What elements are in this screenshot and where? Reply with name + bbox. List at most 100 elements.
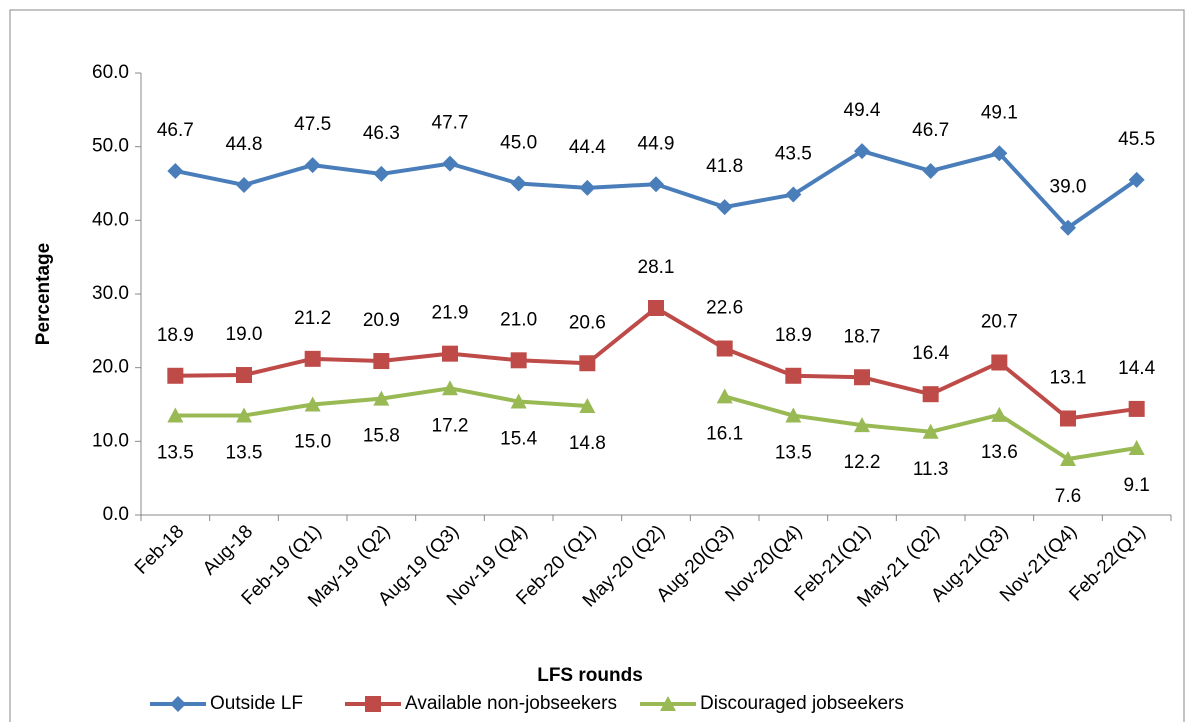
data-label: 21.0 xyxy=(500,309,537,330)
data-label: 41.8 xyxy=(706,156,743,177)
data-label: 16.1 xyxy=(706,423,743,444)
data-label: 28.1 xyxy=(638,257,675,278)
data-label: 20.7 xyxy=(981,312,1018,333)
data-label: 14.8 xyxy=(569,433,606,454)
y-tick-label: 20.0 xyxy=(92,357,129,378)
data-label: 39.0 xyxy=(1050,177,1087,198)
data-point xyxy=(922,162,939,179)
data-point xyxy=(373,353,390,370)
legend-label: Available non-jobseekers xyxy=(405,693,617,714)
data-point xyxy=(579,397,596,413)
data-label: 15.8 xyxy=(363,426,400,447)
chart-frame xyxy=(9,9,1185,727)
data-label: 18.9 xyxy=(775,325,812,346)
data-point xyxy=(510,393,527,409)
data-label: 11.3 xyxy=(913,459,949,480)
x-axis-title: LFS rounds xyxy=(537,665,643,686)
data-label: 18.9 xyxy=(157,325,194,346)
data-label: 49.1 xyxy=(981,102,1018,123)
data-point xyxy=(1060,219,1076,236)
data-label: 13.5 xyxy=(226,443,263,464)
data-point xyxy=(510,175,527,192)
data-point xyxy=(442,345,458,362)
data-point xyxy=(579,179,596,196)
data-point xyxy=(648,299,664,316)
legend-label: Discouraged jobseekers xyxy=(700,693,904,714)
data-point xyxy=(991,354,1008,371)
data-point xyxy=(442,155,458,172)
data-point xyxy=(1060,410,1076,427)
data-point xyxy=(1128,439,1145,455)
legend-label: Outside LF xyxy=(210,693,303,714)
data-point xyxy=(304,157,321,174)
data-label: 15.4 xyxy=(500,429,537,450)
data-point xyxy=(304,396,321,412)
data-label: 9.1 xyxy=(1123,475,1149,496)
data-point xyxy=(1128,400,1145,417)
y-axis-title: Percentage xyxy=(33,243,54,345)
data-label: 45.0 xyxy=(500,133,537,154)
data-point xyxy=(579,355,596,372)
data-point xyxy=(716,388,733,404)
data-label: 13.1 xyxy=(1050,368,1087,389)
data-point xyxy=(922,386,939,403)
data-label: 13.5 xyxy=(775,443,812,464)
data-point xyxy=(648,176,664,193)
data-label: 13.6 xyxy=(981,442,1018,463)
data-label: 21.9 xyxy=(432,303,469,324)
data-point xyxy=(442,380,458,396)
data-label: 14.4 xyxy=(1118,358,1155,379)
data-point xyxy=(167,407,184,423)
data-label: 21.2 xyxy=(294,308,331,329)
x-tick-label: Aug-18 xyxy=(199,521,257,579)
data-point xyxy=(510,352,527,369)
data-point xyxy=(785,367,802,384)
data-point xyxy=(854,143,870,160)
legend-marker xyxy=(660,696,676,711)
data-point xyxy=(922,423,939,439)
data-label: 46.7 xyxy=(912,120,949,141)
data-point xyxy=(716,340,733,357)
data-label: 13.5 xyxy=(157,443,194,464)
data-point xyxy=(373,390,390,406)
data-point xyxy=(1128,171,1145,188)
data-point xyxy=(167,367,184,384)
data-label: 17.2 xyxy=(432,415,469,436)
legend-marker xyxy=(365,696,381,712)
y-tick-label: 50.0 xyxy=(92,136,129,157)
data-label: 16.4 xyxy=(912,343,949,364)
data-point xyxy=(716,199,733,216)
data-label: 12.2 xyxy=(844,452,881,473)
data-label: 43.5 xyxy=(775,144,812,165)
legend-marker xyxy=(170,696,186,712)
data-label: 44.4 xyxy=(569,137,606,158)
data-label: 46.3 xyxy=(363,123,400,144)
y-tick-label: 0.0 xyxy=(103,504,129,525)
data-point xyxy=(304,350,321,367)
y-tick-label: 10.0 xyxy=(92,430,129,451)
data-point xyxy=(854,369,870,386)
data-point xyxy=(991,406,1008,422)
data-label: 20.9 xyxy=(363,310,400,331)
data-point xyxy=(991,145,1008,162)
data-label: 15.0 xyxy=(294,432,331,453)
data-label: 45.5 xyxy=(1118,129,1155,150)
data-point xyxy=(1060,451,1076,467)
data-label: 46.7 xyxy=(157,120,194,141)
data-point xyxy=(236,176,252,193)
data-label: 20.6 xyxy=(569,312,606,333)
data-label: 19.0 xyxy=(226,324,263,345)
data-point xyxy=(167,162,184,179)
data-label: 18.7 xyxy=(844,326,881,347)
data-point xyxy=(236,407,252,423)
y-tick-label: 40.0 xyxy=(92,209,129,230)
data-point xyxy=(785,407,802,423)
data-point xyxy=(236,367,252,384)
data-point xyxy=(373,165,390,182)
data-label: 22.6 xyxy=(706,298,743,319)
y-tick-label: 60.0 xyxy=(92,62,129,83)
data-label: 47.5 xyxy=(294,114,331,135)
x-tick-label: Feb-18 xyxy=(131,521,188,578)
data-label: 44.8 xyxy=(226,134,263,155)
